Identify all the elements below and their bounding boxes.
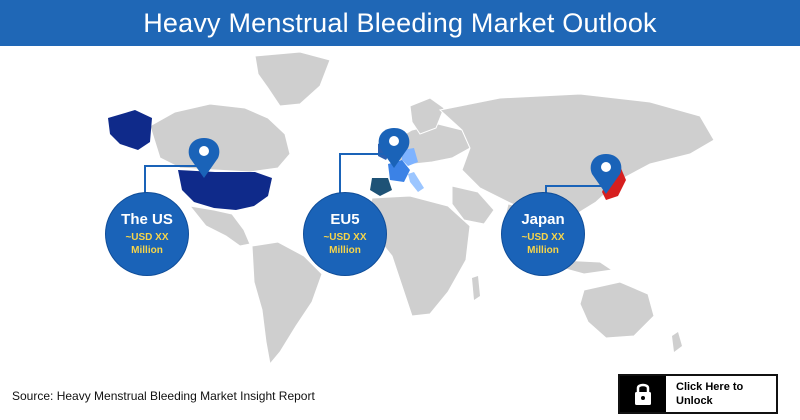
unlock-label-line1: Click Here to [676,381,744,393]
marker-bubble-eu5: EU5 ~USD XX Million [304,193,386,275]
scandinavia [409,97,445,135]
middle-east [451,185,495,225]
alaska [108,110,152,150]
marker-value-unit: Million [527,245,559,256]
africa [367,195,471,317]
marker-value: ~USD XX [323,232,367,243]
location-pin-icon [188,138,220,178]
page-title: Heavy Menstrual Bleeding Market Outlook [143,7,657,38]
madagascar [472,276,480,300]
location-pin-icon [590,154,622,194]
location-pin-icon [378,128,410,168]
marker-bubble-us: The US ~USD XX Million [106,193,188,275]
south-america [251,241,323,366]
marker-name: EU5 [330,211,360,228]
marker-value: ~USD XX [125,232,169,243]
eu5-spain [370,178,392,196]
marker-value: ~USD XX [521,232,565,243]
new-zealand [672,332,682,352]
header-banner: Heavy Menstrual Bleeding Market Outlook [0,0,800,46]
world-map [108,51,715,366]
eu5-italy [408,172,424,192]
marker-name: The US [121,211,173,228]
australia [579,281,655,339]
canada [149,103,291,173]
unlock-button[interactable]: Click Here to Unlock [618,374,778,414]
marker-value-unit: Million [131,245,163,256]
connector-us [144,165,204,198]
eu5-germany [402,148,418,166]
usa [178,170,272,210]
marker-value-unit: Million [329,245,361,256]
source-note: Source: Heavy Menstrual Bleeding Market … [12,389,315,403]
unlock-label-line2: Unlock [676,395,713,407]
marker-name: Japan [521,211,565,228]
greenland [254,51,331,107]
marker-bubble-japan: Japan ~USD XX Million [502,193,584,275]
japan [602,166,626,200]
connector-eu5 [339,153,394,198]
unlock-label: Click Here to Unlock [666,376,776,412]
lock-icon [620,376,666,412]
mexico [188,205,251,247]
